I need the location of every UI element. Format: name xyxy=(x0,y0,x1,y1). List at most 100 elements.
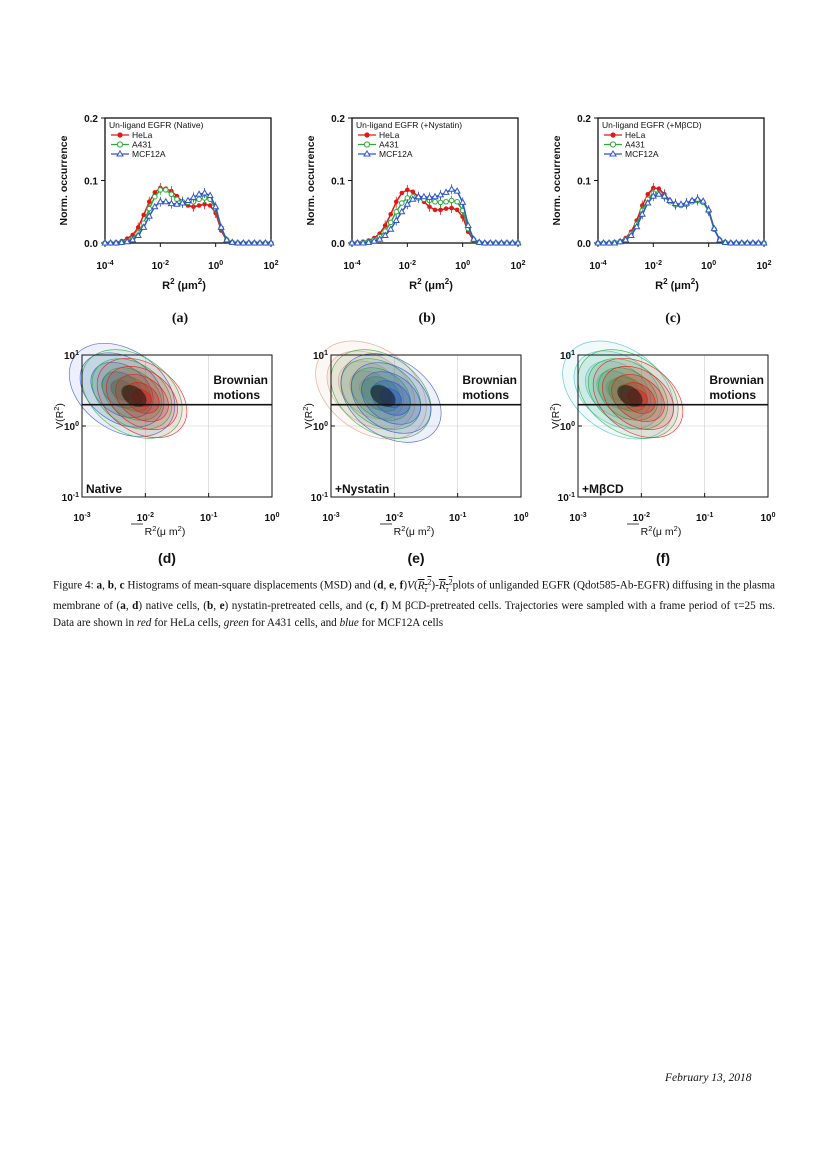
data-point xyxy=(443,206,449,211)
data-point xyxy=(616,237,624,245)
data-point xyxy=(399,190,405,196)
x-tick-label: 10-3 xyxy=(73,512,90,524)
page-date: February 13, 2018 xyxy=(665,1072,752,1084)
x-tick-label: 10-3 xyxy=(569,512,586,524)
x-axis-label: R2(μ m2) xyxy=(394,524,435,538)
data-point xyxy=(200,188,209,196)
caption-text-3: M βCD-pretreated cells. Trajectories wer… xyxy=(53,600,776,629)
histogram-panel-a: 0.0 0.1 0.2 10-4 10-2 100 102 Norm. occurrence R… xyxy=(58,114,279,326)
data-point xyxy=(443,198,449,205)
y-tick-label: 101 xyxy=(313,350,328,362)
figure-caption: Figure 4: a, b, c Histograms of mean-squ… xyxy=(53,577,776,629)
x-axis-label: R2 (μm2) xyxy=(655,277,699,292)
data-point xyxy=(410,189,416,195)
data-point xyxy=(359,238,367,246)
y-axis-label: Norm. occurrence xyxy=(305,135,317,225)
data-point xyxy=(453,187,461,194)
caption-ref-b: b xyxy=(107,579,114,592)
data-point xyxy=(223,235,231,243)
x-tick-label: 100 xyxy=(264,512,279,524)
data-point xyxy=(486,238,494,246)
data-point xyxy=(152,190,158,195)
legend-marker xyxy=(364,132,370,138)
brownian-label-2: motions xyxy=(462,388,509,402)
data-point xyxy=(234,238,242,246)
panel-label: (f) xyxy=(656,550,670,566)
panel-label: (b) xyxy=(418,311,435,326)
y-tick-label: 100 xyxy=(560,421,575,433)
data-point xyxy=(738,238,746,246)
data-point xyxy=(599,238,608,246)
brownian-label-1: Brownian xyxy=(462,373,517,387)
caption-text-2: (Qdot585-Ab-EGFR) diffusing in the plasm… xyxy=(53,579,776,613)
y-tick-label: 101 xyxy=(64,350,79,362)
series-line-hela xyxy=(105,187,271,244)
data-point xyxy=(399,200,405,206)
data-point xyxy=(710,224,718,232)
legend-label-hela: HeLa xyxy=(379,130,400,140)
data-point xyxy=(497,238,506,246)
data-point xyxy=(163,187,169,193)
data-point xyxy=(432,198,438,205)
x-tick-label: 102 xyxy=(263,260,278,272)
data-point xyxy=(196,203,202,208)
data-point xyxy=(656,186,662,191)
y-tick-label: 0.0 xyxy=(84,239,98,250)
data-point xyxy=(409,195,417,202)
data-point xyxy=(141,212,147,218)
caption-ref-d: d xyxy=(377,579,384,592)
data-point xyxy=(425,193,434,200)
data-point xyxy=(364,238,373,245)
x-tick-label: 10-4 xyxy=(96,260,113,272)
data-point xyxy=(633,222,641,230)
data-point xyxy=(217,223,225,230)
data-point xyxy=(405,187,410,193)
data-point xyxy=(454,207,460,213)
x-axis-label: R2 (μm2) xyxy=(409,277,453,292)
data-point xyxy=(749,238,757,246)
legend-marker xyxy=(363,141,371,148)
data-point xyxy=(743,238,752,246)
y-tick-label: 0.1 xyxy=(331,177,345,188)
x-tick-label: 10-2 xyxy=(137,512,154,524)
caption-blue: blue xyxy=(339,616,359,629)
data-point xyxy=(442,188,450,195)
plot-frame xyxy=(351,117,519,244)
data-point xyxy=(184,196,192,203)
y-tick-label: 0.1 xyxy=(577,177,591,188)
data-point xyxy=(449,205,454,211)
data-point xyxy=(403,200,411,207)
data-point xyxy=(721,238,729,245)
data-point xyxy=(156,197,164,205)
data-point xyxy=(393,208,400,215)
condition-label: Native xyxy=(86,482,122,496)
caption-text-3-end: for HeLa xyxy=(154,616,195,629)
x-tick-label: 10-2 xyxy=(645,260,662,272)
caption-green: green xyxy=(223,616,249,629)
y-tick-label: 0.2 xyxy=(577,114,591,125)
data-point xyxy=(178,198,187,206)
x-tick-label: 10-3 xyxy=(322,512,339,524)
data-point xyxy=(256,238,264,246)
data-point xyxy=(644,198,652,206)
y-axis-label: Norm. occurrence xyxy=(551,135,563,225)
data-point xyxy=(387,225,395,232)
histogram-panel-b: 0.0 0.1 0.2 10-4 10-2 100 102 Norm. occurrence R… xyxy=(305,114,526,326)
data-point xyxy=(134,231,142,238)
data-point xyxy=(514,238,522,246)
data-point xyxy=(112,238,120,246)
legend-marker xyxy=(116,150,124,157)
legend-label-mcf12a: MCF12A xyxy=(132,149,166,159)
data-point xyxy=(716,235,724,243)
plot-frame xyxy=(597,117,765,244)
panel-label: (d) xyxy=(158,550,176,566)
data-point xyxy=(370,237,378,244)
data-point xyxy=(464,221,472,228)
legend-label-a431: A431 xyxy=(625,140,645,150)
data-point xyxy=(123,237,131,245)
x-tick-label: 10-1 xyxy=(449,512,466,524)
legend-label-a431: A431 xyxy=(379,140,399,150)
caption-text-4a: cells, xyxy=(197,616,221,629)
